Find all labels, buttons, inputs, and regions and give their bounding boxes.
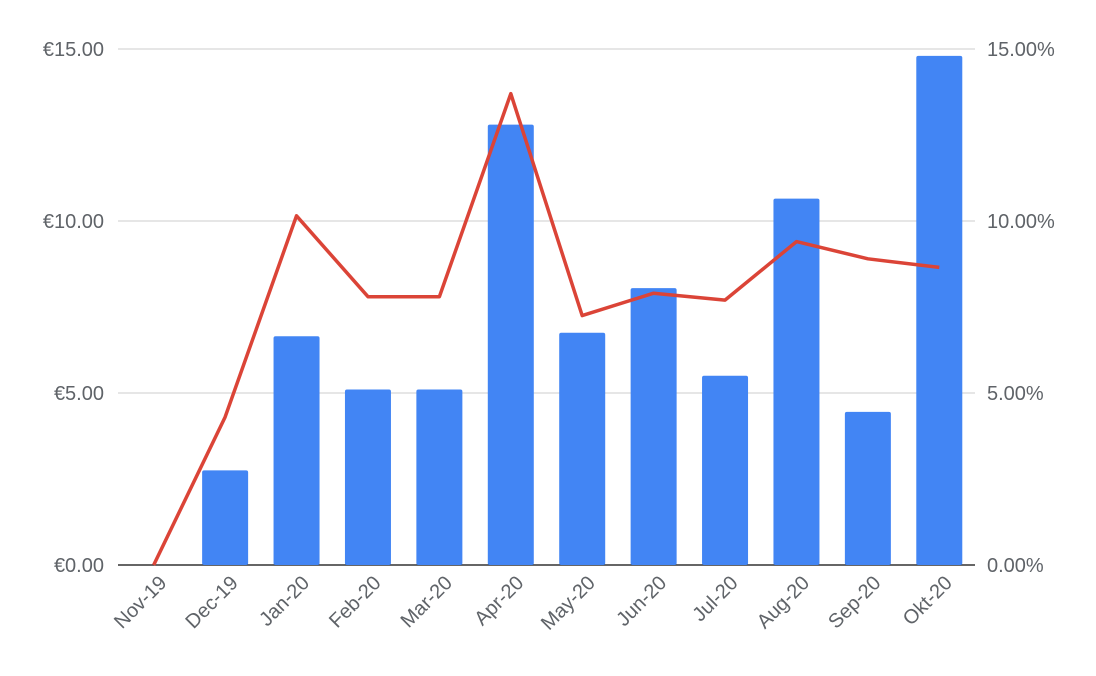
right-axis: 0.00% 5.00% 10.00% 15.00% — [987, 39, 1055, 577]
left-axis: €0.00 €5.00 €10.00 €15.00 — [43, 39, 104, 577]
x-tick-label: Jul-20 — [688, 572, 742, 626]
x-tick-label: Jun-20 — [612, 572, 671, 631]
bar — [487, 124, 534, 566]
x-tick-label: Sep-20 — [824, 572, 885, 633]
x-tick-label: Okt-20 — [899, 572, 957, 630]
left-tick-label: €10.00 — [43, 211, 104, 233]
x-tick-label: Nov-19 — [110, 572, 171, 633]
left-tick-label: €0.00 — [54, 555, 104, 577]
line-series — [152, 91, 940, 566]
right-tick-label: 15.00% — [987, 39, 1055, 61]
x-tick-label: Apr-20 — [470, 572, 528, 630]
x-tick-label: Jan-20 — [255, 572, 314, 631]
bar — [916, 55, 963, 565]
gridlines — [118, 48, 975, 566]
bar — [416, 389, 463, 565]
x-tick-label: May-20 — [537, 572, 600, 635]
bar — [344, 389, 391, 565]
bar — [702, 375, 749, 565]
bar-series — [202, 55, 963, 566]
x-tick-label: Aug-20 — [753, 572, 814, 633]
right-tick-label: 0.00% — [987, 555, 1044, 577]
line-path — [152, 91, 940, 566]
right-tick-label: 5.00% — [987, 383, 1044, 405]
bar — [559, 332, 606, 565]
left-tick-label: €15.00 — [43, 39, 104, 61]
bar — [844, 411, 891, 565]
bar — [773, 198, 820, 565]
x-tick-label: Feb-20 — [325, 572, 385, 632]
x-axis: Nov-19 Dec-19 Jan-20 Feb-20 Mar-20 Apr-20 May-… — [110, 572, 957, 635]
bar — [630, 288, 677, 565]
right-tick-label: 10.00% — [987, 211, 1055, 233]
bar — [273, 336, 320, 565]
x-tick-label: Mar-20 — [397, 572, 457, 632]
left-tick-label: €5.00 — [54, 383, 104, 405]
x-tick-label: Dec-19 — [182, 572, 243, 633]
bar — [202, 470, 249, 565]
